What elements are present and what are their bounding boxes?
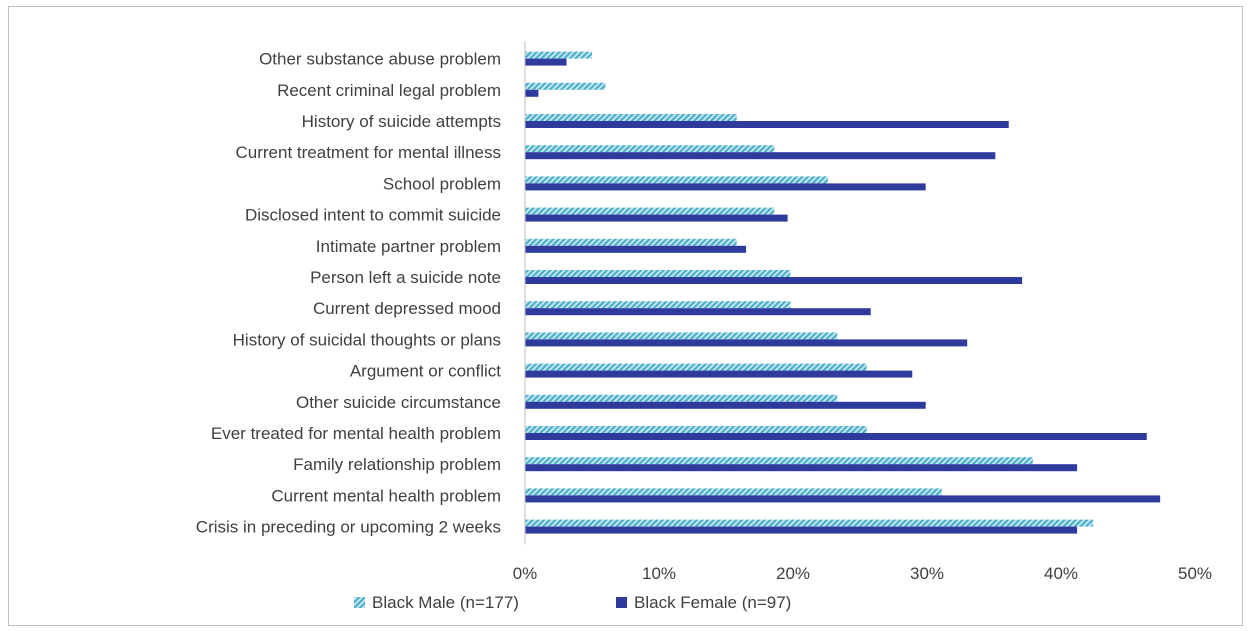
bar-male [525,519,1094,527]
legend-swatch [616,597,627,608]
category-label: Other suicide circumstance [296,393,501,412]
bar-male [525,488,942,496]
bar-female [525,245,747,253]
bar-female [525,89,539,97]
bars [525,51,1161,534]
x-tick-label: 40% [1044,564,1078,583]
x-tick-label: 50% [1178,564,1212,583]
legend-label: Black Male (n=177) [372,593,519,612]
category-label: Argument or conflict [350,362,501,381]
category-labels: Other substance abuse problem Recent crim… [196,50,501,537]
bar-chart: Other substance abuse problem Recent crim… [196,41,1212,612]
bar-female [525,339,968,347]
bar-male [525,270,791,277]
category-label: Current mental health problem [271,486,501,505]
legend-swatch [354,597,365,608]
x-tick-label: 20% [776,564,810,583]
x-tick-label: 0% [513,564,538,583]
x-axis-ticks: 0% 10% 20% 30% 40% 50% [513,564,1212,583]
category-label: School problem [383,174,501,193]
category-label: Other substance abuse problem [259,50,501,69]
bar-female [525,401,926,409]
bar-male [525,176,828,184]
bar-female [525,152,996,160]
chart-frame: Other substance abuse problem Recent crim… [8,6,1243,626]
category-label: History of suicide attempts [302,112,501,131]
x-tick-label: 10% [642,564,676,583]
bar-male [525,457,1033,465]
x-tick-label: 30% [910,564,944,583]
bar-female [525,277,1023,284]
bar-female [525,121,1009,128]
bar-female [525,58,567,66]
legend-label: Black Female (n=97) [634,593,791,612]
bar-male [525,363,867,371]
bar-female [525,214,788,222]
bar-male [525,301,791,309]
category-label: Person left a suicide note [310,268,501,287]
bar-female [525,433,1147,440]
bar-male [525,82,606,90]
bar-male [525,426,867,433]
legend: Black Male (n=177) Black Female (n=97) [354,593,791,612]
category-label: Ever treated for mental health problem [211,424,501,443]
bar-male [525,51,592,59]
bar-female [525,183,926,191]
category-label: Current treatment for mental illness [236,143,502,162]
bar-male [525,332,838,340]
bar-male [525,394,838,402]
category-label: Crisis in preceding or upcoming 2 weeks [196,518,501,537]
bar-male [525,114,737,121]
bar-female [525,308,871,316]
bar-female [525,526,1078,534]
category-label: Family relationship problem [293,455,501,474]
category-label: History of suicidal thoughts or plans [233,330,501,349]
bar-female [525,495,1161,503]
category-label: Current depressed mood [313,299,501,318]
bar-male [525,145,775,153]
category-label: Intimate partner problem [316,237,501,256]
category-label: Disclosed intent to commit suicide [245,206,501,225]
bar-female [525,370,913,378]
bar-male [525,238,737,246]
bar-male [525,207,775,215]
bar-female [525,464,1078,472]
category-label: Recent criminal legal problem [277,81,501,100]
